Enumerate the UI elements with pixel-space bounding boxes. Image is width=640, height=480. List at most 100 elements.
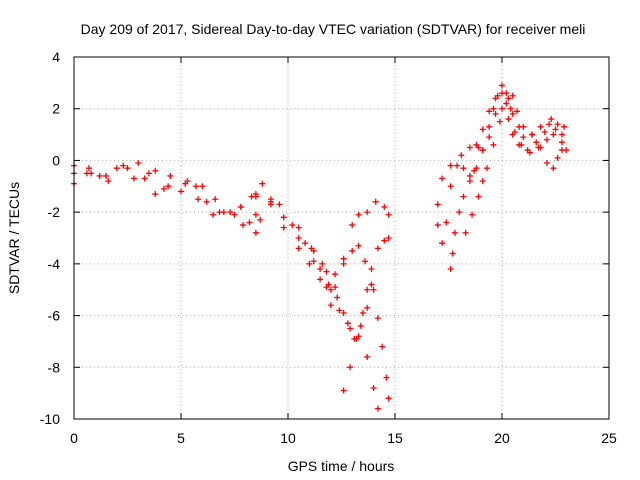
data-point — [490, 141, 497, 148]
data-point — [364, 304, 371, 311]
data-point — [490, 105, 497, 112]
data-point — [267, 196, 274, 203]
data-point — [513, 108, 520, 115]
data-point — [370, 286, 377, 293]
data-point — [558, 139, 565, 146]
data-point — [319, 260, 326, 267]
series-arc-4 — [237, 191, 381, 412]
data-point — [120, 162, 127, 169]
data-point — [340, 255, 347, 262]
data-point — [374, 315, 381, 322]
data-point — [368, 266, 375, 273]
x-tick-label: 20 — [494, 430, 510, 446]
data-point — [195, 196, 202, 203]
data-point — [85, 165, 92, 172]
series-arc-12 — [462, 92, 565, 236]
data-point — [267, 201, 274, 208]
data-point — [524, 147, 531, 154]
data-point — [240, 222, 247, 229]
data-point — [439, 240, 446, 247]
data-point — [252, 211, 259, 218]
data-point — [135, 160, 142, 167]
data-point — [332, 284, 339, 291]
data-point — [546, 121, 553, 128]
data-point — [492, 110, 499, 117]
data-point — [447, 183, 454, 190]
data-point — [167, 172, 174, 179]
data-point — [362, 258, 369, 265]
data-point — [289, 222, 296, 229]
data-point — [336, 307, 343, 314]
data-point — [199, 183, 206, 190]
data-point — [381, 203, 388, 210]
data-point — [231, 211, 238, 218]
data-point — [543, 160, 550, 167]
data-point — [323, 284, 330, 291]
x-tick-label: 15 — [387, 430, 403, 446]
x-tick-label: 25 — [601, 430, 617, 446]
data-point — [460, 165, 467, 172]
data-point — [385, 235, 392, 241]
data-point — [496, 118, 503, 125]
data-point — [443, 219, 450, 226]
data-point — [454, 162, 461, 169]
data-point — [306, 260, 313, 267]
data-point — [184, 178, 191, 185]
data-point — [447, 162, 454, 169]
data-point — [212, 196, 219, 203]
data-point — [484, 165, 491, 172]
data-point — [145, 170, 152, 177]
data-point — [374, 405, 381, 412]
data-point — [152, 191, 159, 198]
data-point — [368, 281, 375, 288]
data-point — [505, 116, 512, 123]
data-point — [152, 167, 159, 174]
data-point — [359, 309, 366, 316]
data-point — [96, 172, 103, 179]
series-arc-1 — [71, 165, 264, 226]
data-point — [353, 335, 360, 342]
data-point — [507, 105, 514, 112]
data-point — [347, 325, 354, 332]
series-arc-7 — [295, 198, 392, 309]
data-point — [466, 172, 473, 179]
data-point — [520, 123, 527, 130]
y-tick-label: -4 — [48, 256, 61, 272]
grid — [74, 57, 609, 419]
data-point — [252, 193, 259, 200]
data-point — [550, 131, 557, 138]
data-point — [317, 276, 324, 283]
data-point — [257, 216, 264, 223]
data-point — [370, 384, 377, 391]
data-point — [447, 266, 454, 273]
data-point — [347, 364, 354, 371]
data-point — [364, 209, 371, 216]
data-point — [434, 201, 441, 208]
data-point — [473, 165, 480, 172]
data-point — [349, 222, 356, 229]
data-point — [332, 271, 339, 278]
data-point — [160, 185, 167, 192]
data-point — [385, 211, 392, 218]
data-point — [340, 387, 347, 394]
data-point — [302, 240, 309, 247]
data-point — [558, 131, 565, 138]
data-point — [456, 209, 463, 216]
data-point — [509, 110, 516, 117]
data-point — [105, 178, 112, 185]
data-point — [503, 90, 510, 97]
data-point — [516, 141, 523, 148]
data-point — [475, 193, 482, 200]
data-point — [479, 178, 486, 185]
data-point — [364, 353, 371, 360]
data-point — [466, 178, 473, 185]
data-point — [372, 198, 379, 205]
data-point — [499, 82, 505, 89]
data-point — [364, 286, 371, 293]
series-arc-6 — [252, 196, 392, 402]
data-point — [327, 302, 334, 309]
series-arc-3 — [71, 160, 259, 236]
data-point — [385, 395, 392, 402]
data-point — [103, 172, 110, 179]
data-point — [434, 222, 441, 229]
